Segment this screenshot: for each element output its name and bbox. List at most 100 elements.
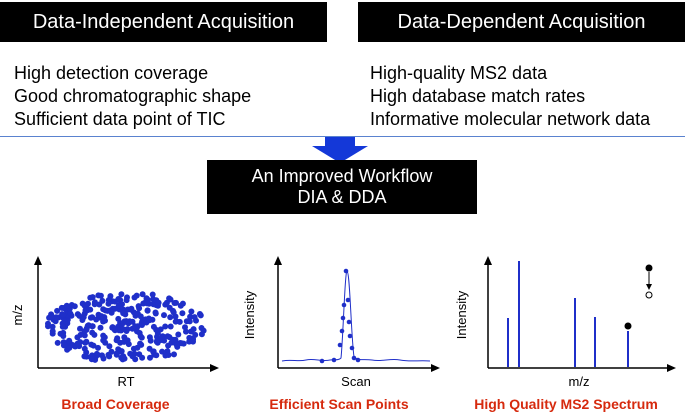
scatter-point (97, 324, 104, 331)
scatter-point (177, 302, 184, 309)
scatter-point (85, 300, 91, 307)
scatter-point (153, 338, 160, 345)
scatter-point (113, 351, 120, 358)
scatter-point (132, 323, 139, 330)
scatter-point (81, 345, 88, 352)
workflow-box: An Improved Workflow DIA & DDA (207, 160, 477, 214)
scatter-point (95, 311, 102, 318)
scatter-point (188, 308, 195, 315)
scatter-point (45, 320, 51, 327)
scatter-point (190, 338, 196, 345)
x-axis-label: RT (117, 374, 134, 389)
fragment-ion-icon (645, 291, 653, 299)
dia-header: Data-Independent Acquisition (0, 2, 327, 42)
scatter-point (49, 328, 56, 335)
scatter-point (147, 337, 154, 344)
y-axis-label: m/z (10, 305, 25, 326)
scatter-point (158, 335, 165, 342)
y-axis-arrow-icon (274, 256, 282, 265)
scatter-point (121, 355, 128, 362)
scan-point (351, 355, 357, 361)
y-axis-arrow-icon (484, 256, 492, 265)
scatter-point (60, 342, 67, 349)
scatter-point (95, 344, 101, 351)
scatter-point (49, 323, 56, 330)
scatter-point (67, 310, 74, 317)
y-axis-arrow-icon (34, 256, 42, 265)
scatter-point (83, 338, 90, 345)
scatter-point (121, 334, 128, 341)
scan-point (339, 328, 345, 334)
scan-point (346, 319, 352, 325)
scatter-point (167, 314, 174, 321)
scatter-point (118, 291, 125, 298)
scan-point (340, 315, 346, 321)
scatter-point (105, 300, 112, 307)
scatter-point (186, 334, 193, 341)
panel-caption: High Quality MS2 Spectrum (474, 396, 658, 412)
scan-point (343, 268, 349, 274)
scatter-point (192, 331, 199, 338)
scan-point (337, 342, 343, 348)
scatter-point (82, 307, 89, 314)
fragment-peaks (507, 261, 629, 367)
scatter-point (191, 314, 198, 321)
scatter-point (175, 331, 182, 338)
x-axis-label: Scan (341, 374, 371, 389)
scatter-point (112, 298, 119, 305)
scatter-point (49, 313, 55, 320)
selected-precursor-dot (624, 322, 632, 330)
scatter-point (60, 312, 67, 318)
scan-points (319, 268, 361, 364)
panel-caption: Broad Coverage (61, 396, 170, 412)
dia-advantage-item: Good chromatographic shape (14, 86, 252, 106)
workflow-title: An Improved Workflow (251, 166, 433, 186)
scatter-point (54, 339, 61, 346)
scatter-point (198, 325, 205, 331)
scatter-point (136, 351, 143, 358)
scatter-point (89, 294, 96, 301)
scatter-point (153, 352, 160, 359)
section-divider (0, 136, 685, 137)
scan-point (349, 345, 355, 351)
scatter-point (94, 351, 101, 358)
scatter-point (198, 331, 205, 338)
scatter-point (88, 356, 95, 363)
scatter-point (91, 331, 98, 338)
scatter-point (71, 303, 78, 310)
scatter-point (120, 310, 127, 317)
scatter-point (104, 307, 111, 314)
scatter-point (97, 292, 104, 299)
scan-point (347, 333, 353, 339)
scan-point (319, 358, 325, 364)
precursor-ion-icon (645, 264, 653, 272)
down-arrow-icon (312, 137, 368, 163)
scatter-point (123, 297, 130, 304)
scatter-point (167, 323, 174, 330)
scatter-point (162, 323, 169, 330)
scatter-point (137, 313, 144, 320)
scatter-point (99, 297, 106, 304)
scatter-point (179, 310, 186, 317)
scan-point (345, 297, 351, 303)
dia-advantage-item: High detection coverage (14, 63, 209, 83)
y-axis-label: Intensity (454, 290, 469, 339)
scatter-point (139, 322, 145, 328)
scatter-point (187, 313, 194, 320)
scatter-point (102, 317, 108, 324)
dda-advantage-item: High database match rates (370, 86, 586, 106)
scatter-point (161, 312, 167, 319)
scatter-point (123, 318, 130, 325)
scatter-point (137, 333, 144, 340)
scatter-point (118, 348, 125, 355)
scatter-point (147, 354, 153, 361)
chromatogram-trace (281, 270, 431, 362)
scatter-point (111, 326, 118, 333)
scatter-point (146, 317, 153, 324)
dia-advantage-item: Sufficient data point of TIC (14, 109, 226, 129)
scatter-point (121, 338, 128, 345)
x-axis-arrow-icon (667, 364, 676, 372)
y-axis-label: Intensity (242, 290, 257, 339)
scatter-point (115, 315, 122, 322)
scatter-point (106, 343, 113, 350)
